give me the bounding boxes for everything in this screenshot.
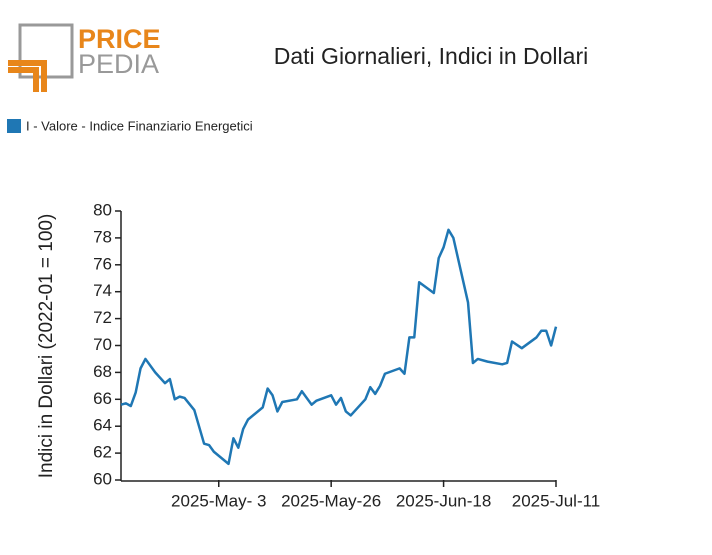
y-tick-label: 76 [93,254,112,273]
x-tick-label: 2025-Jun-18 [396,491,491,510]
logo-top: PRICE [78,24,161,54]
y-tick-label: 72 [93,308,112,327]
x-tick-label: 2025-May- 3 [171,491,266,510]
y-tick-label: 78 [93,227,112,246]
logo: PRICE PEDIA [8,23,161,92]
line-series [120,228,558,466]
y-tick-label: 60 [93,469,112,488]
y-axis-label: Indici in Dollari (2022-01 = 100) [36,214,57,479]
chart-title: Dati Giornalieri, Indici in Dollari [274,43,588,69]
x-tick-label: 2025-May-26 [281,491,381,510]
y-tick-label: 74 [93,281,112,300]
logo-bottom: PEDIA [78,49,159,79]
y-tick-label: 64 [93,416,112,435]
y-tick-label: 70 [93,335,112,354]
y-tick-label: 66 [93,389,112,408]
y-tick-label: 62 [93,443,112,462]
logo-mark [8,60,47,92]
legend-swatch [7,119,21,133]
y-tick-label: 68 [93,362,112,381]
x-tick-label: 2025-Jul-11 [512,491,601,510]
y-tick-label: 80 [93,200,112,219]
legend-label: I - Valore - Indice Finanziario Energeti… [26,118,253,133]
